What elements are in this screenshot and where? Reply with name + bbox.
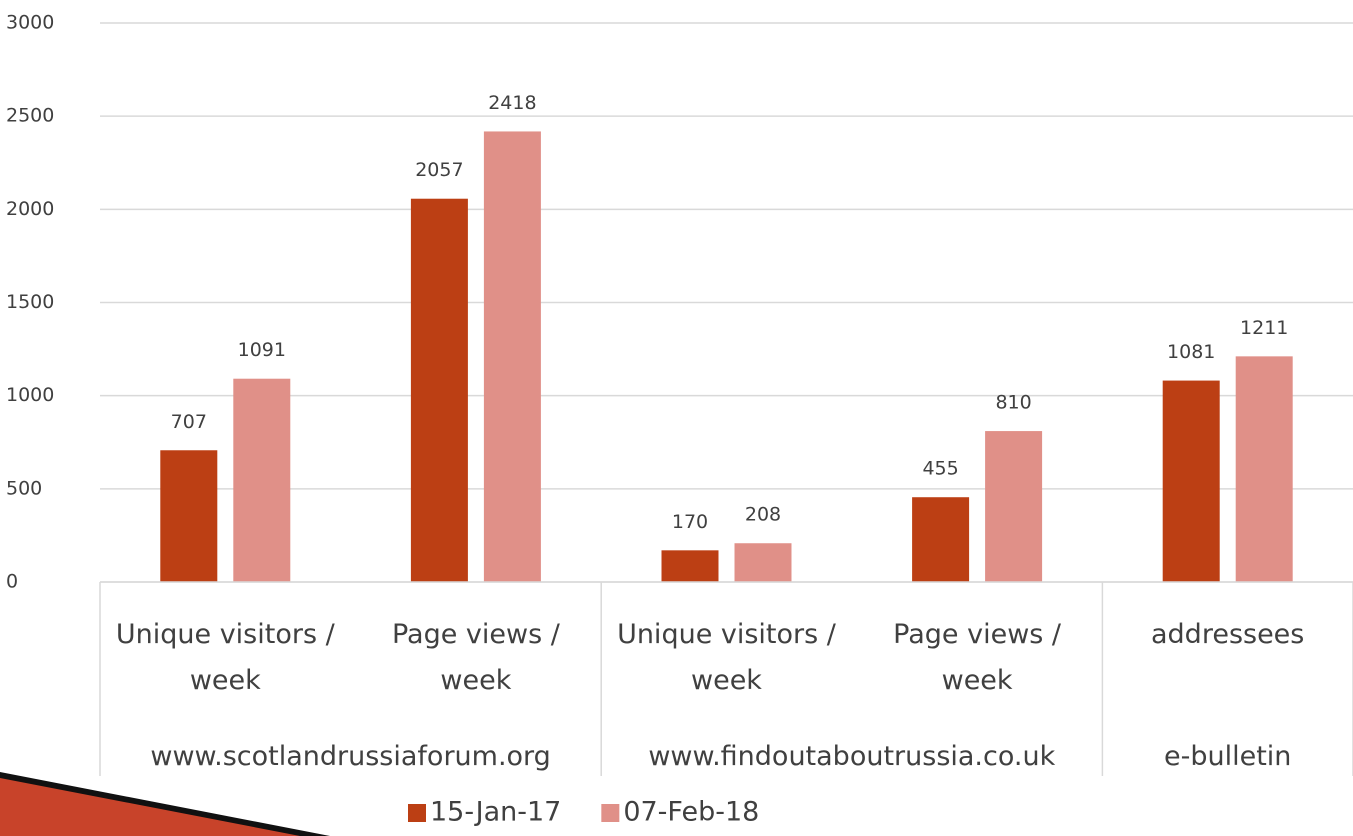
legend-swatch: [408, 804, 426, 822]
y-tick-label: 500: [6, 477, 42, 499]
legend-label: 07-Feb-18: [623, 797, 759, 828]
bar: [985, 431, 1042, 582]
bar: [662, 550, 719, 582]
x-tick-label: Page views / week: [361, 612, 592, 704]
value-label: 1091: [238, 339, 286, 361]
bar: [411, 199, 468, 582]
x-tick-label: Unique visitors / week: [110, 612, 341, 704]
y-tick-label: 1000: [6, 384, 54, 406]
value-label: 2418: [488, 92, 536, 114]
value-label: 170: [672, 511, 708, 533]
group-label: www.scotlandrussiaforum.org: [100, 734, 601, 780]
value-label: 707: [171, 411, 207, 433]
y-tick-label: 1500: [6, 291, 54, 313]
value-label: 208: [745, 504, 781, 526]
bar: [735, 543, 792, 582]
y-tick-label: 3000: [6, 12, 54, 34]
bar: [1163, 381, 1220, 582]
legend-label: 15-Jan-17: [430, 797, 561, 828]
y-tick-label: 0: [6, 571, 18, 593]
y-tick-label: 2000: [6, 198, 54, 220]
group-label: www.findoutaboutrussia.co.uk: [601, 734, 1102, 780]
value-label: 810: [995, 392, 1031, 414]
value-label: 1081: [1167, 341, 1215, 363]
bar: [1236, 356, 1293, 582]
x-tick-label: Page views / week: [862, 612, 1093, 704]
bar: [160, 450, 217, 582]
bar: [484, 131, 541, 582]
group-label: e-bulletin: [1102, 734, 1353, 780]
x-tick-label: Unique visitors / week: [611, 612, 842, 704]
x-tick-label: addressees: [1112, 612, 1343, 658]
chart: 0 500 1000 1500 2000 2500 3000 707 2057 170 455 108…: [0, 0, 1353, 836]
legend-swatch: [601, 804, 619, 822]
page: 0 500 1000 1500 2000 2500 3000 707 2057 170 455 108…: [0, 0, 1353, 836]
bar: [233, 379, 290, 582]
value-label: 1211: [1240, 317, 1288, 339]
bar: [912, 497, 969, 582]
value-label: 2057: [415, 159, 463, 181]
value-label: 455: [922, 458, 958, 480]
y-tick-label: 2500: [6, 105, 54, 127]
